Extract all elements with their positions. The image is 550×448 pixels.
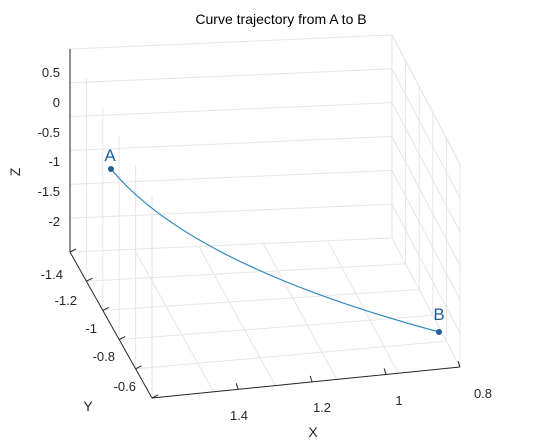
x-tick-mark [383, 368, 387, 375]
z-tick-label: -0.5 [38, 125, 60, 140]
grid-line [135, 340, 447, 370]
x-tick-mark [309, 375, 313, 383]
y-axis-label: Y [83, 398, 93, 414]
y-tick-mark [69, 248, 77, 253]
grid-line [69, 203, 393, 219]
curve-layer: A B [104, 146, 445, 335]
chart-title: Curve trajectory from A to B [195, 11, 366, 27]
y-tick-mark [135, 365, 142, 370]
grid-line [391, 136, 461, 266]
z-tick-label: -1.5 [38, 184, 60, 199]
grid-line [198, 246, 276, 386]
z-axis-label: Z [7, 167, 23, 176]
y-tick-label: -1.4 [41, 267, 63, 282]
grid-line [69, 237, 393, 253]
grid-line [69, 136, 393, 151]
tick-labels: 0.5 0 -0.5 -1 -1.5 -2 -1.4 -1.2 -1 -0.8 … [38, 65, 492, 423]
y-tick-label: -1.2 [55, 293, 77, 308]
x-tick-label: 1 [395, 393, 402, 408]
grid-line [391, 170, 461, 300]
trajectory-curve [110, 168, 440, 333]
axes-layer [69, 49, 461, 399]
x-tick-mark [235, 383, 239, 390]
y-tick-mark [86, 277, 93, 282]
y-tick-mark [118, 336, 126, 341]
grid-layer [69, 34, 461, 398]
grid-line [262, 243, 338, 380]
x-tick-label: 1.2 [313, 400, 331, 415]
grid-line [391, 237, 461, 368]
y-tick-label: -0.6 [114, 379, 136, 394]
y-tick-label: -0.8 [93, 349, 115, 364]
grid-line [86, 263, 406, 282]
point-b-label: B [433, 305, 444, 324]
x-axis-label: X [308, 424, 318, 440]
grid-line [133, 248, 215, 393]
grid-line [391, 34, 461, 165]
point-a-marker [108, 166, 114, 172]
grid-line [327, 240, 399, 374]
y-tick-mark [151, 394, 159, 399]
y-axis-line [69, 251, 153, 399]
x-tick-mark [457, 360, 461, 368]
x-axis-line [151, 366, 461, 399]
grid-line [391, 68, 461, 199]
z-tick-label: -1 [48, 154, 60, 169]
x-tick-label: 1.4 [230, 408, 248, 423]
x-tick-label: 0.8 [474, 386, 492, 401]
point-a-label: A [104, 146, 116, 165]
grid-line [119, 314, 433, 341]
y-tick-label: -1 [85, 321, 97, 336]
z-tick-label: 0 [53, 95, 60, 110]
z-tick-label: 0.5 [42, 65, 60, 80]
grid-line [69, 68, 393, 84]
grid-line [102, 289, 420, 311]
grid-line [391, 203, 461, 334]
grid-line [391, 102, 461, 232]
grid-line [69, 34, 393, 50]
y-tick-mark [102, 306, 110, 311]
grid-line [69, 169, 393, 185]
grid-line [69, 102, 393, 118]
point-b-marker [436, 329, 442, 335]
z-tick-label: -2 [48, 214, 60, 229]
